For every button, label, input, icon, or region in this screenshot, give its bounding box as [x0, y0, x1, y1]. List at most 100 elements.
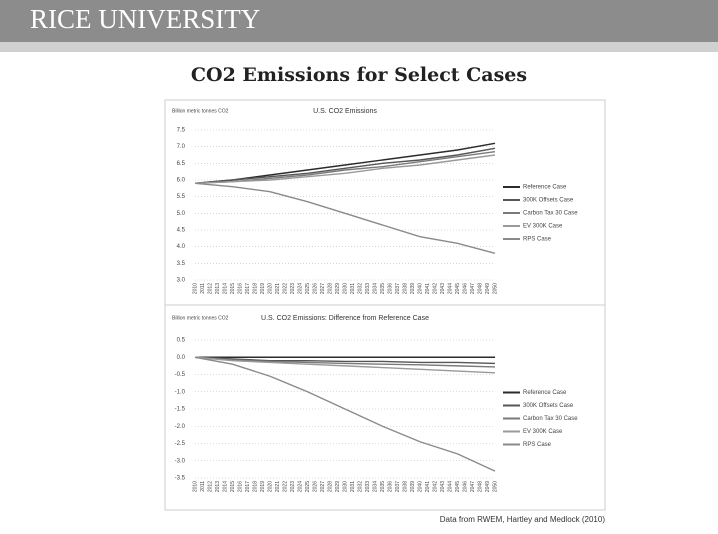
y-tick-label: 0.5 — [177, 338, 186, 344]
y-tick-label: -3.0 — [175, 458, 186, 464]
x-tick-label: 2036 — [387, 481, 393, 492]
y-tick-label: -0.5 — [175, 372, 186, 378]
y-tick-label: 6.5 — [177, 161, 186, 167]
header-title: RICE UNIVERSITY — [30, 4, 260, 34]
legend-label: Reference Case — [523, 185, 567, 191]
x-tick-label: 2040 — [417, 481, 423, 492]
x-tick-label: 2025 — [305, 283, 311, 294]
x-tick-label: 2018 — [252, 283, 258, 294]
x-tick-label: 2027 — [320, 481, 326, 492]
x-tick-label: 2026 — [312, 283, 318, 294]
x-tick-label: 2049 — [485, 283, 491, 294]
legend-label: 300K Offsets Case — [523, 198, 574, 204]
x-tick-label: 2043 — [440, 481, 446, 492]
y-tick-label: -1.0 — [175, 389, 186, 395]
x-tick-label: 2018 — [252, 481, 258, 492]
x-tick-label: 2048 — [477, 283, 483, 294]
series-line — [194, 356, 496, 365]
x-tick-label: 2011 — [200, 283, 206, 294]
x-tick-label: 2017 — [245, 481, 251, 492]
y-axis-label: Billion metric tonnes CO2 — [172, 315, 229, 321]
slide-title: CO2 Emissions for Select Cases — [191, 64, 527, 86]
series-line — [194, 147, 496, 185]
x-tick-label: 2048 — [477, 481, 483, 492]
header-band — [0, 0, 718, 42]
x-tick-label: 2019 — [260, 481, 266, 492]
header-strip — [0, 42, 718, 52]
x-tick-label: 2046 — [462, 283, 468, 294]
x-tick-label: 2037 — [395, 481, 401, 492]
x-tick-label: 2014 — [222, 481, 228, 492]
y-axis-label: Billion metric tonnes CO2 — [172, 108, 229, 114]
x-tick-label: 2029 — [335, 283, 341, 294]
x-tick-label: 2034 — [372, 283, 378, 294]
x-tick-label: 2050 — [492, 481, 498, 492]
y-tick-label: 5.5 — [177, 194, 186, 200]
x-tick-label: 2047 — [470, 481, 476, 492]
legend-label: Carbon Tax 30 Case — [523, 416, 578, 422]
y-tick-label: 5.0 — [177, 211, 186, 217]
x-tick-label: 2013 — [215, 283, 221, 294]
x-tick-label: 2020 — [267, 283, 273, 294]
source: Data from RWEM, Hartley and Medlock (201… — [440, 515, 606, 524]
x-tick-label: 2040 — [417, 283, 423, 294]
x-tick-label: 2036 — [387, 283, 393, 294]
x-tick-label: 2025 — [305, 481, 311, 492]
legend-label: Reference Case — [523, 390, 567, 396]
y-tick-label: -1.5 — [175, 407, 186, 413]
y-tick-label: 3.0 — [177, 278, 186, 284]
x-tick-label: 2016 — [237, 481, 243, 492]
x-tick-label: 2049 — [485, 481, 491, 492]
x-tick-label: 2032 — [357, 283, 363, 294]
x-tick-label: 2050 — [492, 283, 498, 294]
x-tick-label: 2022 — [282, 481, 288, 492]
x-tick-label: 2034 — [372, 481, 378, 492]
x-tick-label: 2035 — [380, 283, 386, 294]
x-tick-label: 2033 — [365, 283, 371, 294]
y-tick-label: -2.5 — [175, 441, 186, 447]
x-tick-label: 2030 — [342, 283, 348, 294]
x-tick-label: 2011 — [200, 481, 206, 492]
x-tick-label: 2035 — [380, 481, 386, 492]
y-tick-label: 4.5 — [177, 228, 186, 234]
x-tick-label: 2044 — [447, 481, 453, 492]
x-tick-label: 2015 — [230, 481, 236, 492]
x-tick-label: 2023 — [290, 481, 296, 492]
x-tick-label: 2028 — [327, 283, 333, 294]
series-line — [194, 182, 496, 255]
x-tick-label: 2015 — [230, 283, 236, 294]
y-tick-label: 7.0 — [177, 144, 186, 150]
x-tick-label: 2029 — [335, 481, 341, 492]
y-tick-label: 6.0 — [177, 178, 186, 184]
x-tick-label: 2045 — [455, 481, 461, 492]
x-tick-label: 2039 — [410, 481, 416, 492]
x-tick-label: 2047 — [470, 283, 476, 294]
y-tick-label: 0.0 — [177, 355, 186, 361]
legend-label: RPS Case — [523, 442, 552, 448]
x-tick-label: 2021 — [275, 481, 281, 492]
x-tick-label: 2044 — [447, 283, 453, 294]
x-tick-label: 2045 — [455, 283, 461, 294]
legend-label: RPS Case — [523, 237, 552, 243]
x-tick-label: 2021 — [275, 283, 281, 294]
x-tick-label: 2014 — [222, 283, 228, 294]
x-tick-label: 2017 — [245, 283, 251, 294]
x-tick-label: 2038 — [402, 481, 408, 492]
x-tick-label: 2032 — [357, 481, 363, 492]
x-tick-label: 2010 — [192, 481, 198, 492]
x-tick-label: 2016 — [237, 283, 243, 294]
x-tick-label: 2027 — [320, 283, 326, 294]
x-tick-label: 2030 — [342, 481, 348, 492]
series-line — [194, 356, 496, 472]
y-tick-label: 3.5 — [177, 261, 186, 267]
x-tick-label: 2041 — [425, 283, 431, 294]
x-tick-label: 2010 — [192, 283, 198, 294]
x-tick-label: 2022 — [282, 283, 288, 294]
x-tick-label: 2028 — [327, 481, 333, 492]
x-tick-label: 2046 — [462, 481, 468, 492]
y-tick-label: -2.0 — [175, 424, 186, 430]
y-tick-label: 7.5 — [177, 128, 186, 134]
legend-label: EV 300K Case — [523, 429, 563, 435]
